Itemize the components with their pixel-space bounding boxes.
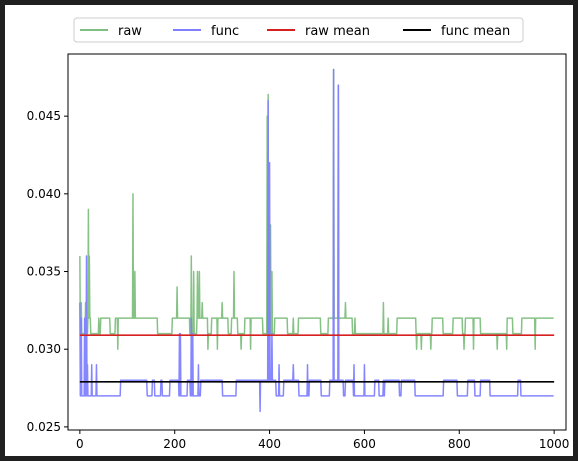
y-tick-label: 0.025 [27,420,61,434]
plot-frame [67,53,567,431]
x-tick-label: 800 [448,437,471,451]
series-line-raw [79,68,554,350]
x-tick-label: 600 [353,437,376,451]
series-layer [79,68,555,413]
series-line-func [79,68,554,413]
y-tick-label: 0.040 [27,187,61,201]
line-chart: 0 200 400 600 800 1000 0.0250.0300.0350.0400.… [27,17,569,451]
x-axis: 0 200 400 600 800 1000 [76,430,569,451]
x-tick-label: 1000 [539,437,570,451]
y-tick-label: 0.035 [27,265,61,279]
legend-label-raw: raw [118,24,142,39]
legend-label-func: func [211,24,239,39]
x-tick-label: 400 [258,437,281,451]
chart-figure: 0 200 400 600 800 1000 0.025 0.030 0.035 0.040 0.… [5,5,573,456]
legend-label-raw-mean: raw mean [305,24,370,39]
y-axis: 0.025 0.030 0.035 0.040 0.045 [27,109,68,434]
x-tick-label: 200 [163,437,186,451]
y-tick-label: 0.045 [27,109,61,123]
legend: raw func raw mean func mean [73,17,524,43]
legend-box [73,17,524,43]
legend-label-func-mean: func mean [441,24,510,39]
y-tick-label: 0.030 [27,342,61,356]
x-tick-label: 0 [76,437,84,451]
